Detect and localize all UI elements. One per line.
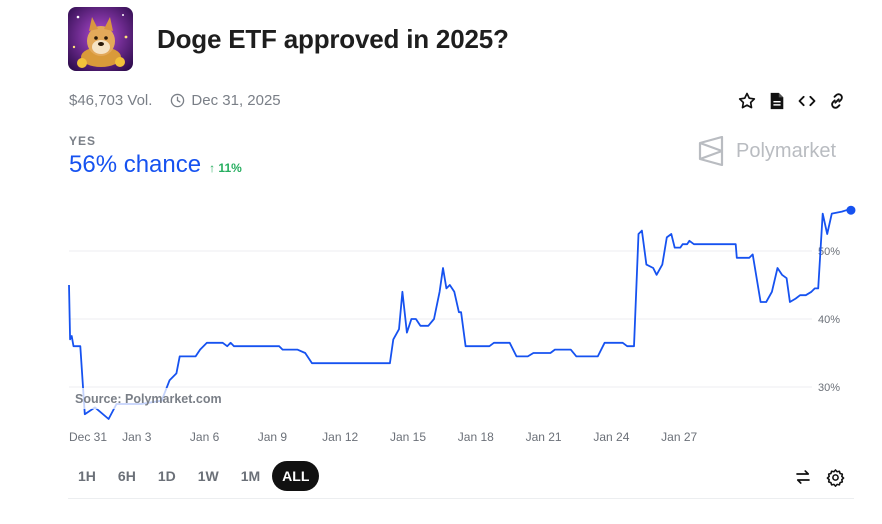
outcome-label: YES — [69, 134, 97, 148]
source-badge — [70, 388, 225, 409]
range-tab-all[interactable]: ALL — [272, 461, 320, 491]
market-meta: $46,703 Vol. Dec 31, 2025 — [69, 92, 281, 109]
x-tick-label: Dec 31 — [69, 430, 107, 444]
chart-controls — [792, 466, 856, 488]
y-tick-label: 40% — [818, 314, 840, 326]
price-history-chart: 30% 40% 50% Dec 31 Jan 3 Jan 6 Jan 9 Jan 12 Jan … — [68, 205, 856, 444]
range-tab-1w[interactable]: 1W — [197, 468, 219, 484]
polymarket-watermark: Polymarket — [698, 136, 836, 166]
x-tick-label: Jan 9 — [258, 430, 288, 444]
doge-coin-icon — [68, 7, 133, 71]
market-title: Doge ETF approved in 2025? — [157, 24, 509, 54]
star-icon[interactable] — [736, 90, 758, 112]
y-tick-label: 30% — [818, 382, 840, 394]
x-tick-label: Jan 27 — [661, 430, 697, 444]
x-tick-label: Jan 24 — [593, 430, 629, 444]
x-tick-label: Jan 3 — [122, 430, 152, 444]
latest-point-marker — [846, 205, 856, 215]
range-tab-1h[interactable]: 1H — [78, 468, 96, 484]
chance-delta: ↑ 11% — [209, 161, 242, 175]
time-range-selector: 1H 6H 1D 1W 1M ALL — [68, 461, 321, 491]
document-icon[interactable] — [766, 90, 788, 112]
settings-gear-icon[interactable] — [824, 466, 846, 488]
chance-readout: 56% chance ↑ 11% — [69, 151, 242, 179]
market-actions — [736, 90, 856, 112]
range-tab-6h[interactable]: 6H — [117, 468, 136, 484]
x-tick-label: Jan 15 — [390, 430, 426, 444]
volume-text: $46,703 Vol. — [69, 92, 153, 109]
x-tick-label: Jan 18 — [458, 430, 494, 444]
x-tick-label: Jan 12 — [322, 430, 358, 444]
range-tab-1m[interactable]: 1M — [240, 468, 261, 484]
clock-icon — [170, 93, 185, 108]
price-line — [68, 209, 851, 420]
link-icon[interactable] — [826, 90, 848, 112]
polymarket-logo-icon — [698, 136, 724, 166]
source-note: Source: Polymarket.com — [75, 392, 222, 406]
chance-value: 56% chance — [69, 151, 202, 178]
bottom-divider — [68, 498, 854, 499]
range-tab-1d[interactable]: 1D — [157, 468, 176, 484]
y-tick-label: 50% — [818, 246, 840, 258]
x-tick-label: Jan 6 — [190, 430, 220, 444]
end-date-text: Dec 31, 2025 — [191, 92, 281, 109]
market-thumbnail — [68, 7, 133, 71]
x-tick-label: Jan 21 — [526, 430, 562, 444]
swap-arrows-icon[interactable] — [792, 466, 814, 488]
embed-code-icon[interactable] — [796, 90, 818, 112]
brand-name: Polymarket — [736, 139, 837, 162]
